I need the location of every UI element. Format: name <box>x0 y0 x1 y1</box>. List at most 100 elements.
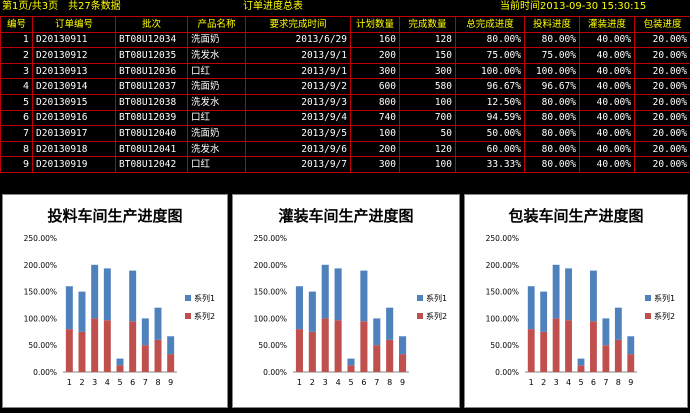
table-cell: D20130918 <box>32 140 116 158</box>
table-cell: D20130912 <box>32 47 116 64</box>
x-tick-label: 6 <box>130 378 135 387</box>
report-header: 第1页/共3页 共27条数据 订单进度总表 当前时间: 2013-09-30 1… <box>0 0 690 14</box>
table-cell: 80.00% <box>524 93 580 111</box>
chart-title: 灌装车间生产进度图 <box>278 207 414 225</box>
x-tick-label: 3 <box>554 378 559 387</box>
x-tick-label: 7 <box>143 378 148 387</box>
x-tick-label: 4 <box>105 378 110 387</box>
table-cell: 3 <box>0 62 33 80</box>
column-header[interactable]: 产品名称 <box>187 16 246 33</box>
bar-series2 <box>527 329 535 372</box>
table-cell: 1 <box>0 31 33 49</box>
table-cell: 80.00% <box>524 125 580 142</box>
bar-series1 <box>321 264 329 319</box>
bar-series2 <box>399 354 407 372</box>
y-tick-label: 250.00% <box>486 234 519 243</box>
table-cell: 40.00% <box>579 125 635 142</box>
table-row[interactable]: 8 D20130918 BT08U12041 洗发水 2013/9/6 200 120 60.… <box>0 140 690 158</box>
table-cell: 洗发水 <box>187 140 246 158</box>
table-cell: 300 <box>399 62 456 80</box>
table-cell: 20.00% <box>634 31 690 49</box>
y-tick-label: 0.00% <box>495 368 519 377</box>
y-tick-label: 50.00% <box>28 341 57 350</box>
table-cell: 20.00% <box>634 62 690 80</box>
table-cell: 50.00% <box>455 125 525 142</box>
table-cell: 5 <box>0 93 33 111</box>
column-header[interactable]: 编号 <box>0 16 33 33</box>
y-tick-label: 0.00% <box>263 368 287 377</box>
table-cell: 20.00% <box>634 78 690 95</box>
table-cell: 600 <box>350 78 400 95</box>
table-cell: 2013/9/3 <box>245 93 351 111</box>
table-row[interactable]: 6 D20130916 BT08U12039 口红 2013/9/4 740 700 94.5… <box>0 109 690 127</box>
bar-series2 <box>360 321 368 372</box>
x-tick-label: 6 <box>361 378 366 387</box>
x-tick-label: 8 <box>387 378 392 387</box>
table-cell: 40.00% <box>579 78 635 95</box>
bar-series1 <box>295 286 303 330</box>
table-cell: 洗发水 <box>187 93 246 111</box>
column-header[interactable]: 灌装进度 <box>579 16 635 33</box>
table-row[interactable]: 2 D20130912 BT08U12035 洗发水 2013/9/1 200 150 75.… <box>0 47 690 64</box>
bar-series1 <box>347 358 355 366</box>
x-tick-label: 8 <box>616 378 621 387</box>
x-tick-label: 1 <box>67 378 72 387</box>
table-cell: 口红 <box>187 62 246 80</box>
table-row[interactable]: 3 D20130913 BT08U12036 口红 2013/9/1 300 300 100.… <box>0 62 690 80</box>
table-cell: 2013/9/6 <box>245 140 351 158</box>
table-cell: 80.00% <box>524 156 580 173</box>
table-row[interactable]: 9 D20130919 BT08U12042 口红 2013/9/7 300 100 33.3… <box>0 156 690 173</box>
column-header[interactable]: 要求完成时间 <box>245 16 351 33</box>
bar-series2 <box>565 320 572 372</box>
table-row[interactable]: 5 D20130915 BT08U12038 洗发水 2013/9/3 800 100 12.… <box>0 93 690 111</box>
table-cell: 60.00% <box>455 140 525 158</box>
bar-series2 <box>167 354 175 372</box>
table-cell: 200 <box>350 47 400 64</box>
y-tick-label: 200.00% <box>486 261 519 270</box>
column-header[interactable]: 订单编号 <box>32 16 116 33</box>
chart-plot: 0.00% 50.00% 100.00% 150.00% 200.00% 250.00% 1… <box>254 234 447 387</box>
bar-series2 <box>91 318 99 372</box>
bar-series1 <box>129 270 137 322</box>
table-row[interactable]: 1 D20130911 BT08U12034 洗面奶 2013/6/29 160 128 80… <box>0 31 690 49</box>
x-tick-label: 2 <box>310 378 315 387</box>
table-cell: 2013/9/7 <box>245 156 351 173</box>
bar-series1 <box>308 291 316 332</box>
column-header[interactable]: 批次 <box>115 16 188 33</box>
table-cell: 2013/9/4 <box>245 109 351 127</box>
y-tick-label: 50.00% <box>490 341 519 350</box>
table-cell: 20.00% <box>634 125 690 142</box>
table-cell: 80.00% <box>524 31 580 49</box>
bar-series1 <box>627 336 635 355</box>
bar-series1 <box>373 318 381 346</box>
column-header[interactable]: 计划数量 <box>350 16 400 33</box>
column-header[interactable]: 完成数量 <box>399 16 456 33</box>
x-tick-label: 4 <box>336 378 341 387</box>
table-cell: 洗面奶 <box>187 31 246 49</box>
table-cell: 口红 <box>187 109 246 127</box>
bar-series1 <box>565 268 572 321</box>
table-cell: 33.33% <box>455 156 525 173</box>
table-cell: 8 <box>0 140 33 158</box>
x-tick-label: 3 <box>323 378 328 387</box>
column-header[interactable]: 投料进度 <box>524 16 580 33</box>
table-cell: 100 <box>399 156 456 173</box>
table-cell: 75.00% <box>455 47 525 64</box>
page-indicator: 第1页/共3页 <box>2 1 59 12</box>
bar-series1 <box>116 358 124 366</box>
bar-series2 <box>552 318 560 372</box>
x-tick-label: 9 <box>628 378 633 387</box>
order-progress-table: 编号 订单编号 批次 产品名称 要求完成时间 计划数量 完成数量 总完成进度 投… <box>0 16 690 173</box>
column-header[interactable]: 包装进度 <box>634 16 690 33</box>
y-tick-label: 50.00% <box>258 341 287 350</box>
bar-series1 <box>141 318 149 346</box>
table-cell: BT08U12042 <box>115 156 188 173</box>
table-row[interactable]: 7 D20130917 BT08U12040 洗面奶 2013/9/5 100 50 50.0… <box>0 125 690 142</box>
table-row[interactable]: 4 D20130914 BT08U12037 洗面奶 2013/9/2 600 580 96.… <box>0 78 690 95</box>
column-header[interactable]: 总完成进度 <box>455 16 525 33</box>
y-tick-label: 150.00% <box>24 288 57 297</box>
bar-series2 <box>334 320 342 372</box>
bar-series1 <box>540 291 548 332</box>
table-cell: BT08U12035 <box>115 47 188 64</box>
x-tick-label: 7 <box>603 378 608 387</box>
